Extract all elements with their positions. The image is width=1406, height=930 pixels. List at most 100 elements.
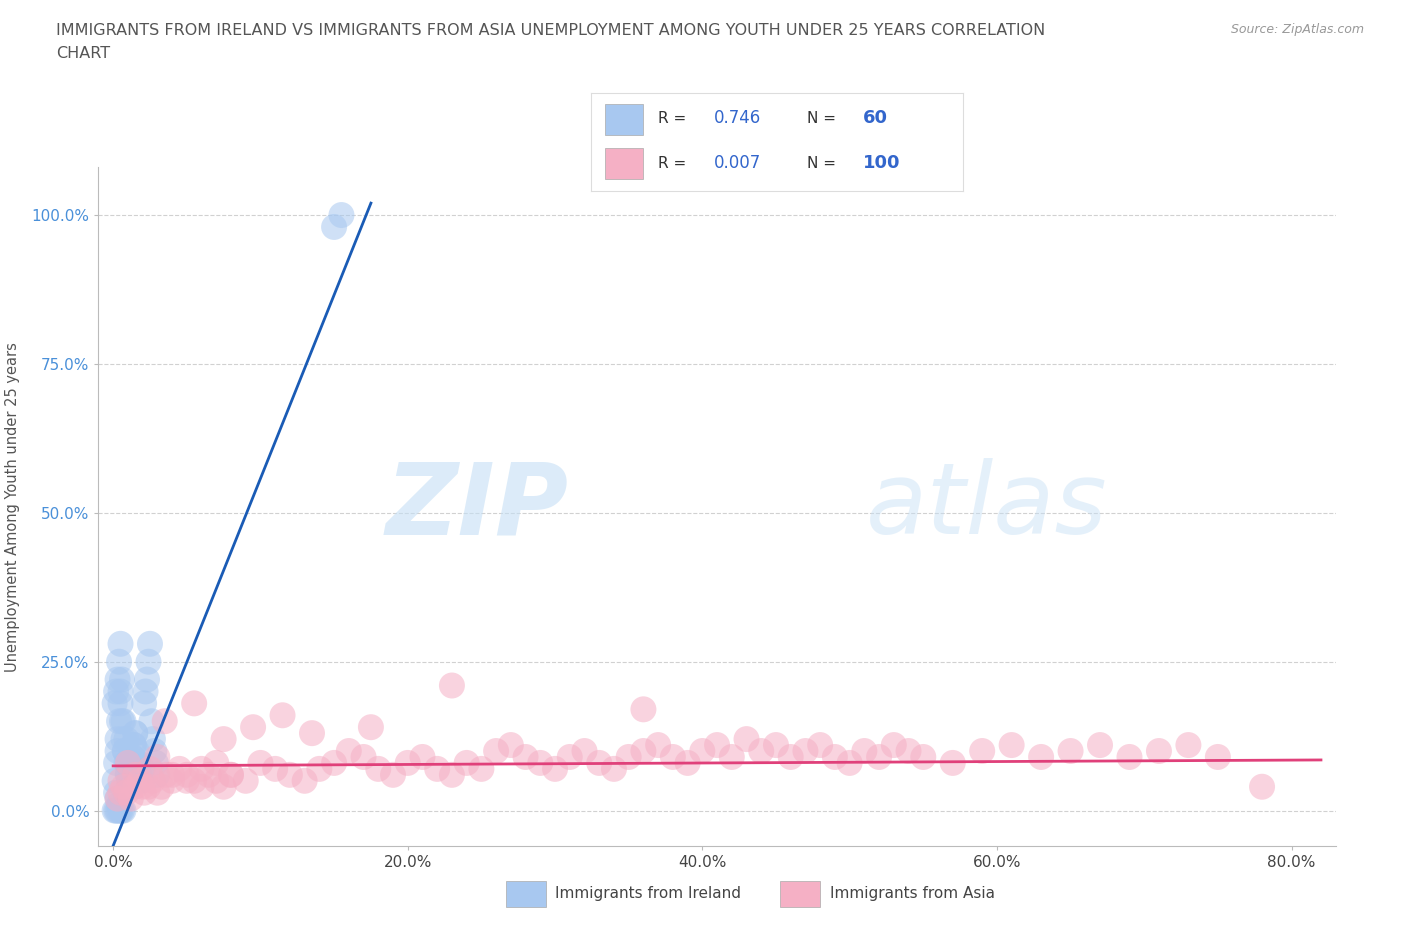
Point	[132, 696, 155, 711]
Point	[544, 762, 567, 777]
Text: 0.007: 0.007	[713, 154, 761, 172]
Point	[574, 744, 596, 759]
Point	[120, 791, 142, 806]
Point	[131, 762, 153, 777]
Point	[110, 684, 132, 699]
Point	[426, 762, 449, 777]
Point	[323, 219, 346, 234]
Point	[249, 755, 271, 770]
Point	[794, 744, 817, 759]
Point	[706, 737, 728, 752]
Point	[115, 785, 138, 800]
Point	[212, 779, 235, 794]
Point	[633, 702, 655, 717]
Point	[118, 774, 141, 789]
Text: Immigrants from Ireland: Immigrants from Ireland	[555, 886, 741, 901]
Point	[155, 767, 177, 782]
Point	[883, 737, 905, 752]
Point	[104, 696, 127, 711]
Point	[124, 779, 146, 794]
Point	[294, 774, 316, 789]
Point	[105, 684, 128, 699]
Point	[515, 750, 537, 764]
Point	[308, 762, 330, 777]
Point	[112, 804, 135, 818]
Point	[219, 767, 242, 782]
Point	[1029, 750, 1052, 764]
Point	[111, 672, 134, 687]
Point	[176, 767, 198, 782]
Point	[1251, 779, 1274, 794]
Point	[117, 767, 139, 782]
Point	[353, 750, 375, 764]
Point	[278, 767, 301, 782]
Point	[190, 779, 212, 794]
Point	[135, 684, 157, 699]
Point	[499, 737, 522, 752]
Text: atlas: atlas	[866, 458, 1107, 555]
Point	[720, 750, 742, 764]
Point	[779, 750, 801, 764]
Bar	[606, 148, 643, 179]
Point	[107, 732, 129, 747]
Point	[1177, 737, 1199, 752]
Point	[115, 755, 138, 770]
Point	[942, 755, 965, 770]
Point	[160, 774, 183, 789]
Point	[735, 732, 758, 747]
Point	[396, 755, 419, 770]
Point	[124, 725, 146, 740]
Point	[529, 755, 551, 770]
Point	[662, 750, 685, 764]
Point	[138, 779, 160, 794]
Point	[692, 744, 714, 759]
Point	[219, 767, 242, 782]
Point	[367, 762, 389, 777]
Bar	[606, 104, 643, 135]
Point	[143, 744, 166, 759]
Point	[105, 785, 128, 800]
Point	[853, 744, 876, 759]
Point	[122, 737, 145, 752]
Point	[485, 744, 508, 759]
Point	[132, 785, 155, 800]
Point	[153, 714, 176, 729]
Point	[139, 762, 162, 777]
Point	[136, 672, 159, 687]
Point	[108, 714, 131, 729]
Point	[145, 755, 167, 770]
Point	[160, 767, 183, 782]
Point	[108, 797, 131, 812]
Text: N =: N =	[807, 111, 841, 126]
Point	[169, 762, 191, 777]
Point	[824, 750, 846, 764]
Y-axis label: Unemployment Among Youth under 25 years: Unemployment Among Youth under 25 years	[6, 342, 20, 671]
Point	[110, 785, 132, 800]
Point	[183, 774, 205, 789]
Text: 100: 100	[862, 154, 900, 172]
Point	[107, 672, 129, 687]
Text: IMMIGRANTS FROM IRELAND VS IMMIGRANTS FROM ASIA UNEMPLOYMENT AMONG YOUTH UNDER 2: IMMIGRANTS FROM IRELAND VS IMMIGRANTS FR…	[56, 23, 1046, 38]
Point	[808, 737, 831, 752]
Point	[111, 804, 134, 818]
Point	[118, 774, 141, 789]
Point	[105, 804, 128, 818]
Point	[765, 737, 787, 752]
Text: 0.746: 0.746	[713, 110, 761, 127]
Point	[176, 774, 198, 789]
Point	[107, 804, 129, 818]
Point	[131, 779, 153, 794]
Point	[139, 636, 162, 651]
Point	[838, 755, 860, 770]
Point	[146, 785, 169, 800]
Point	[110, 636, 132, 651]
Point	[129, 774, 152, 789]
Point	[128, 774, 150, 789]
Text: N =: N =	[807, 156, 841, 171]
Text: CHART: CHART	[56, 46, 110, 60]
Point	[141, 714, 163, 729]
Point	[117, 755, 139, 770]
Point	[112, 779, 135, 794]
Point	[112, 732, 135, 747]
Point	[382, 767, 405, 782]
